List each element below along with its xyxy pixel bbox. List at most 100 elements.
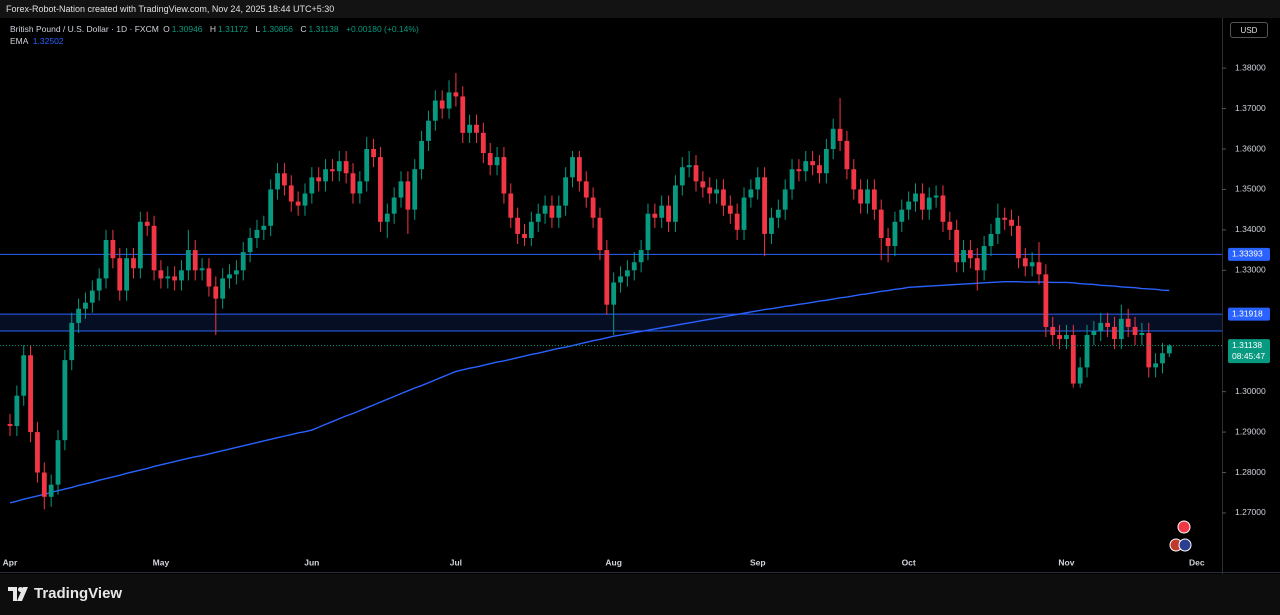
candle-body (487, 153, 493, 166)
x-tick-label: Nov (1058, 557, 1074, 567)
candle-body (666, 205, 671, 222)
y-tick-label: 1.36000 (1235, 143, 1266, 153)
candle-body (398, 181, 404, 198)
candle-body (21, 355, 27, 396)
currency-button[interactable]: USD (1230, 22, 1268, 38)
candle-body (480, 132, 486, 154)
candle-body (110, 239, 116, 259)
candle-body (1016, 225, 1021, 259)
candle-body (62, 360, 68, 441)
x-tick-label: Aug (605, 557, 622, 567)
candle-body (542, 205, 548, 214)
candle-body (158, 270, 164, 279)
candle-body (1064, 335, 1069, 340)
candle-body (844, 140, 850, 170)
candle-body (721, 189, 726, 206)
candle-body (1091, 330, 1097, 336)
candle-body (185, 250, 191, 271)
candle-body (769, 217, 774, 234)
x-tick-label: Sep (750, 557, 766, 567)
candle-body (645, 213, 651, 251)
candle-body (563, 177, 569, 206)
y-tick-label: 1.38000 (1235, 62, 1266, 72)
y-tick-label: 1.33000 (1235, 265, 1266, 275)
indicator-row: EMA 1.32502 (10, 35, 424, 47)
flag-icon[interactable] (1178, 538, 1192, 552)
candle-body (1146, 333, 1152, 368)
candle-body (830, 128, 836, 150)
countdown: 08:45:47 (1232, 351, 1265, 361)
candle-body (631, 262, 637, 271)
candle-body (810, 161, 816, 166)
ohlc-key: O (163, 24, 170, 34)
candle-body (220, 278, 226, 299)
x-tick-label: Jul (450, 557, 462, 567)
candle-body (1036, 262, 1042, 275)
candle-body (179, 270, 184, 281)
candle-body (501, 157, 507, 194)
ohlc-key: L (255, 24, 261, 34)
x-tick-label: Oct (902, 557, 916, 567)
x-tick-label: Dec (1189, 557, 1205, 567)
x-tick-label: May (153, 557, 170, 567)
candle-body (1050, 326, 1056, 336)
candle-body (789, 169, 795, 190)
candle-body (103, 239, 109, 279)
candle-body (460, 96, 466, 133)
candle-body (96, 278, 102, 291)
candle-body (652, 213, 658, 218)
candle-body (172, 276, 178, 281)
candle-body (83, 302, 88, 309)
candle-body (913, 193, 918, 202)
candle-body (1118, 318, 1124, 340)
level-label-box (1228, 247, 1270, 261)
candle-body (1057, 335, 1062, 340)
chart: 1.27000 1.28000 1.29000 1.30000 1.33000 1.340… (0, 18, 1280, 574)
candle-body (233, 270, 239, 275)
level-label: 1.31918 (1232, 308, 1263, 318)
brand-logo (8, 587, 28, 601)
candle-body (323, 169, 328, 182)
candle-body (1132, 326, 1138, 336)
candle-body (76, 308, 81, 323)
candle-body (604, 250, 610, 305)
level-label-box (1228, 307, 1270, 321)
candle-body (549, 205, 555, 218)
candle-body (137, 221, 143, 269)
candle-body (892, 221, 898, 247)
candle-body (295, 201, 301, 206)
change: +0.00180 (+0.14%) (346, 24, 419, 34)
footer: TradingView (0, 574, 1280, 615)
candle-body (35, 432, 40, 473)
candle-body (597, 217, 603, 251)
candle-body (782, 189, 788, 210)
candle-body (528, 221, 534, 238)
candle-body (1139, 333, 1145, 336)
candle-body (227, 274, 232, 279)
candle-body (405, 181, 411, 210)
flag-icon[interactable] (1177, 520, 1191, 534)
ohlc-value: 1.31138 (308, 24, 339, 34)
candle-body (1022, 258, 1028, 267)
level-label: 1.33393 (1232, 249, 1263, 259)
candle-body (933, 195, 939, 198)
candle-body (878, 209, 884, 238)
candle-body (432, 100, 438, 121)
candle-body (508, 193, 514, 218)
candle-body (906, 201, 912, 210)
candle-body (55, 440, 61, 485)
candle-body (474, 124, 479, 133)
candle-body (919, 193, 925, 210)
y-tick-label: 1.34000 (1235, 224, 1266, 234)
candle-body (515, 217, 521, 234)
candle-body (673, 185, 678, 222)
candle-body (14, 395, 20, 427)
candle-body (330, 169, 335, 172)
candle-body (954, 229, 960, 263)
candle-body (576, 157, 582, 182)
candle-body (1009, 219, 1014, 226)
candle-body (41, 472, 47, 497)
candle-body (419, 140, 424, 170)
candle-body (453, 92, 459, 97)
candle-body (556, 205, 562, 218)
